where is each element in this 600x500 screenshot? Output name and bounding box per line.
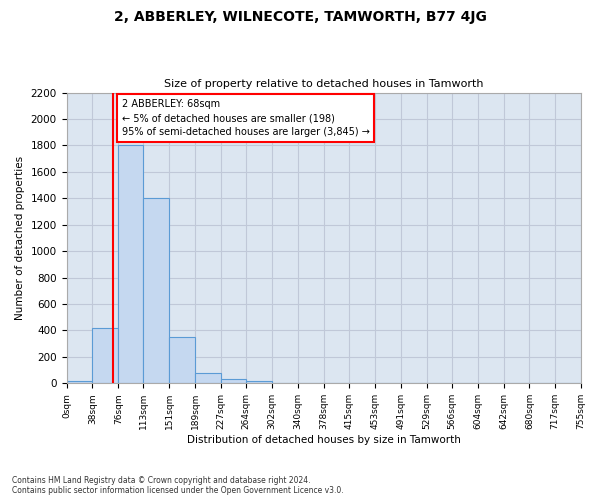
- Bar: [118, 146, 143, 384]
- Bar: [143, 198, 169, 384]
- Bar: [169, 337, 195, 384]
- Bar: [246, 382, 272, 384]
- Bar: [92, 328, 118, 384]
- Bar: [67, 382, 92, 384]
- Text: 2, ABBERLEY, WILNECOTE, TAMWORTH, B77 4JG: 2, ABBERLEY, WILNECOTE, TAMWORTH, B77 4J…: [113, 10, 487, 24]
- Text: Contains HM Land Registry data © Crown copyright and database right 2024.
Contai: Contains HM Land Registry data © Crown c…: [12, 476, 344, 495]
- Text: 2 ABBERLEY: 68sqm
← 5% of detached houses are smaller (198)
95% of semi-detached: 2 ABBERLEY: 68sqm ← 5% of detached house…: [122, 99, 370, 137]
- Title: Size of property relative to detached houses in Tamworth: Size of property relative to detached ho…: [164, 79, 483, 89]
- Bar: [221, 380, 246, 384]
- X-axis label: Distribution of detached houses by size in Tamworth: Distribution of detached houses by size …: [187, 435, 460, 445]
- Y-axis label: Number of detached properties: Number of detached properties: [15, 156, 25, 320]
- Bar: [195, 373, 221, 384]
